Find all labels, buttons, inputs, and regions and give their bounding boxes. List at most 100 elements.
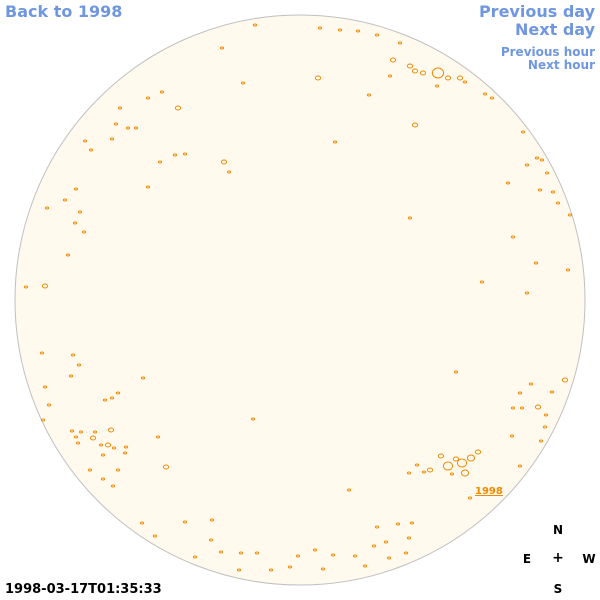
contour-mark [72,221,78,225]
contour-mark [467,496,473,500]
contour-mark [88,148,94,152]
contour-mark [524,291,530,295]
next-hour-link[interactable]: Next hour [527,58,595,72]
contour-mark [462,80,468,84]
contour-mark [538,439,544,443]
contour-mark [397,41,403,45]
contour-mark [104,442,112,448]
contour-mark [374,33,380,37]
contour-mark [366,93,372,97]
contour-mark [109,396,115,400]
contour-mark [509,434,515,438]
contour-mark [406,471,412,475]
contour-mark [152,534,158,538]
contour-mark [238,551,244,555]
previous-day-link[interactable]: Previous day [478,2,595,21]
contour-mark [139,521,145,525]
contour-mark [482,92,488,96]
contour-mark [533,261,539,265]
contour-mark [389,57,397,63]
contour-mark [209,518,215,522]
contour-mark [182,152,188,156]
contour-mark [220,159,228,165]
contour-mark [517,391,523,395]
contour-mark [320,567,326,571]
contour-mark [192,555,198,559]
compass-north: N [552,523,564,537]
contour-mark [539,158,545,162]
contour-mark [544,171,550,175]
compass-center: + [552,550,564,566]
contour-mark [352,554,358,558]
contour-mark [409,521,415,525]
contour-mark [383,540,389,544]
contour-mark [68,374,74,378]
previous-hour-link[interactable]: Previous hour [500,45,595,59]
contour-mark [70,353,76,357]
contour-mark [89,435,97,441]
contour-mark [456,75,464,81]
contour-mark [426,467,434,473]
back-to-year-link[interactable]: Back to 1998 [5,2,123,21]
magnetic-contours [23,23,573,572]
contour-mark [23,285,29,289]
next-day-link[interactable]: Next day [515,20,595,39]
contour-mark [395,522,401,526]
contour-mark [125,126,131,130]
contour-mark [236,568,242,572]
contour-mark [174,105,182,111]
contour-mark [40,418,46,422]
contour-mark [555,201,561,205]
contour-mark [287,565,293,569]
contour-mark [456,458,468,468]
contour-mark [133,126,139,130]
contour-mark [172,153,178,157]
contour-mark [505,181,511,185]
contour-mark [107,427,115,433]
contour-mark [115,468,121,472]
contour-mark [295,554,301,558]
contour-mark [110,484,116,488]
contour-mark [355,29,361,33]
contour-mark [519,406,525,410]
contour-mark [100,477,106,481]
contour-mark [542,425,548,429]
contour-mark [466,454,476,462]
contour-mark [411,68,419,74]
contour-mark [431,67,445,79]
contour-mark [460,469,470,477]
contour-mark [250,417,256,421]
contour-mark [109,137,115,141]
contour-mark [92,430,98,434]
contour-mark [330,553,336,557]
contour-mark [549,390,555,394]
contour-mark [44,206,50,210]
contour-mark [346,488,352,492]
contour-mark [510,235,516,239]
contour-mark [565,268,571,272]
contour-mark [543,413,549,417]
contour-mark [414,463,420,467]
compass-south: S [553,582,563,596]
contour-mark [411,122,419,128]
contour-mark [252,23,258,27]
contour-mark [65,253,71,257]
contour-mark [386,556,392,560]
contour-mark [46,403,52,407]
contour-mark [111,446,117,450]
contour-mark [157,160,163,164]
contour-mark [337,28,343,32]
contour-mark [419,70,427,76]
contour-mark [362,564,368,568]
contour-mark [100,453,106,457]
contour-mark [81,230,87,234]
active-region-link[interactable]: 1998 [475,486,503,497]
contour-mark [102,398,108,402]
contour-mark [155,435,161,439]
contour-mark [567,213,573,217]
contour-mark [73,187,79,191]
contour-mark [550,190,556,194]
contour-mark [534,156,540,160]
contour-mark [442,461,454,471]
